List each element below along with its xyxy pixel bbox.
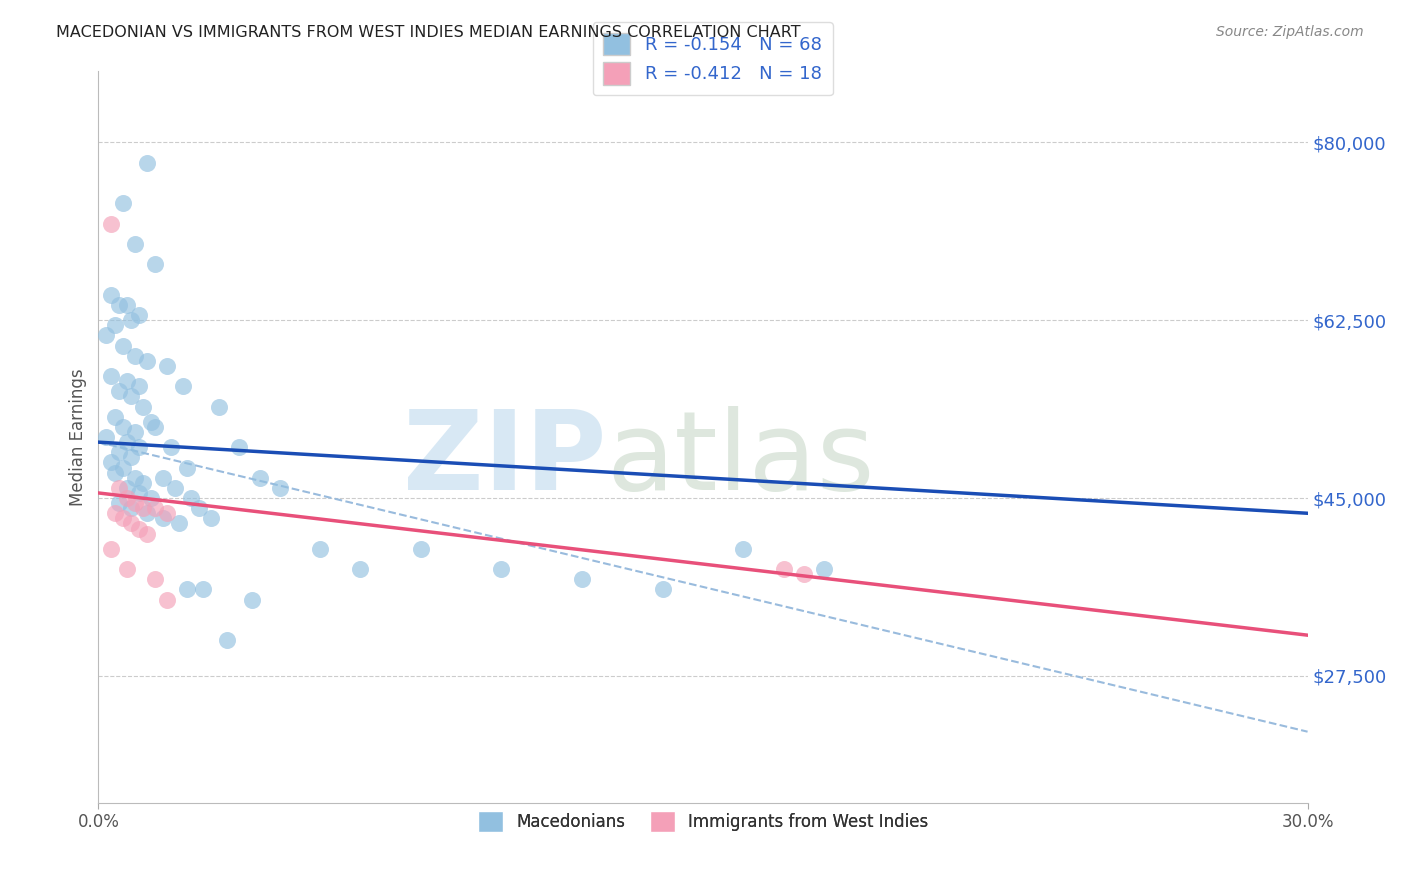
Point xyxy=(193,582,215,597)
Point xyxy=(124,471,146,485)
Point xyxy=(96,430,118,444)
Point xyxy=(100,217,122,231)
Point xyxy=(124,349,146,363)
Point xyxy=(135,155,157,169)
Legend: Macedonians, Immigrants from West Indies: Macedonians, Immigrants from West Indies xyxy=(471,805,935,838)
Point xyxy=(100,369,122,384)
Point xyxy=(200,511,222,525)
Point xyxy=(100,455,122,469)
Point xyxy=(309,541,332,556)
Point xyxy=(111,420,134,434)
Point xyxy=(115,374,138,388)
Point xyxy=(128,308,150,322)
Point xyxy=(120,389,142,403)
Point xyxy=(111,338,134,352)
Point xyxy=(733,541,755,556)
Point xyxy=(120,313,142,327)
Point xyxy=(163,481,186,495)
Point xyxy=(269,481,291,495)
Point xyxy=(100,541,122,556)
Point xyxy=(135,506,157,520)
Point xyxy=(107,445,129,459)
Text: MACEDONIAN VS IMMIGRANTS FROM WEST INDIES MEDIAN EARNINGS CORRELATION CHART: MACEDONIAN VS IMMIGRANTS FROM WEST INDIE… xyxy=(56,25,801,40)
Point xyxy=(217,633,239,648)
Point xyxy=(143,257,166,271)
Point xyxy=(571,572,593,586)
Point xyxy=(156,359,179,373)
Point xyxy=(120,516,142,531)
Point xyxy=(100,288,122,302)
Point xyxy=(115,491,138,505)
Point xyxy=(349,562,371,576)
Point xyxy=(103,318,125,333)
Point xyxy=(228,440,250,454)
Point xyxy=(167,516,190,531)
Point xyxy=(132,475,155,490)
Point xyxy=(813,562,835,576)
Point xyxy=(135,354,157,368)
Point xyxy=(180,491,202,505)
Point xyxy=(139,415,162,429)
Point xyxy=(128,440,150,454)
Text: Source: ZipAtlas.com: Source: ZipAtlas.com xyxy=(1216,25,1364,39)
Point xyxy=(772,562,794,576)
Point xyxy=(188,501,211,516)
Point xyxy=(793,567,815,582)
Text: atlas: atlas xyxy=(606,406,875,513)
Point xyxy=(156,592,179,607)
Point xyxy=(143,572,166,586)
Point xyxy=(143,501,166,516)
Point xyxy=(103,506,125,520)
Text: ZIP: ZIP xyxy=(404,406,606,513)
Point xyxy=(491,562,513,576)
Point xyxy=(115,298,138,312)
Point xyxy=(139,491,162,505)
Point xyxy=(107,496,129,510)
Point xyxy=(128,521,150,535)
Point xyxy=(124,425,146,439)
Point xyxy=(143,420,166,434)
Point xyxy=(120,450,142,465)
Point xyxy=(124,496,146,510)
Point xyxy=(172,379,194,393)
Point xyxy=(135,526,157,541)
Point xyxy=(249,471,271,485)
Point xyxy=(107,481,129,495)
Point xyxy=(176,582,198,597)
Point xyxy=(240,592,263,607)
Point xyxy=(120,501,142,516)
Point xyxy=(103,409,125,424)
Point xyxy=(156,506,179,520)
Point xyxy=(96,328,118,343)
Point xyxy=(132,400,155,414)
Point xyxy=(124,237,146,252)
Point xyxy=(651,582,673,597)
Point xyxy=(152,511,174,525)
Point xyxy=(132,501,155,516)
Point xyxy=(111,196,134,211)
Point xyxy=(176,460,198,475)
Point xyxy=(128,379,150,393)
Point xyxy=(111,511,134,525)
Point xyxy=(160,440,183,454)
Point xyxy=(152,471,174,485)
Point xyxy=(409,541,432,556)
Point xyxy=(128,486,150,500)
Point xyxy=(208,400,231,414)
Point xyxy=(111,460,134,475)
Point xyxy=(115,435,138,450)
Point xyxy=(107,298,129,312)
Y-axis label: Median Earnings: Median Earnings xyxy=(69,368,87,506)
Point xyxy=(115,481,138,495)
Point xyxy=(115,562,138,576)
Point xyxy=(103,466,125,480)
Point xyxy=(107,384,129,399)
